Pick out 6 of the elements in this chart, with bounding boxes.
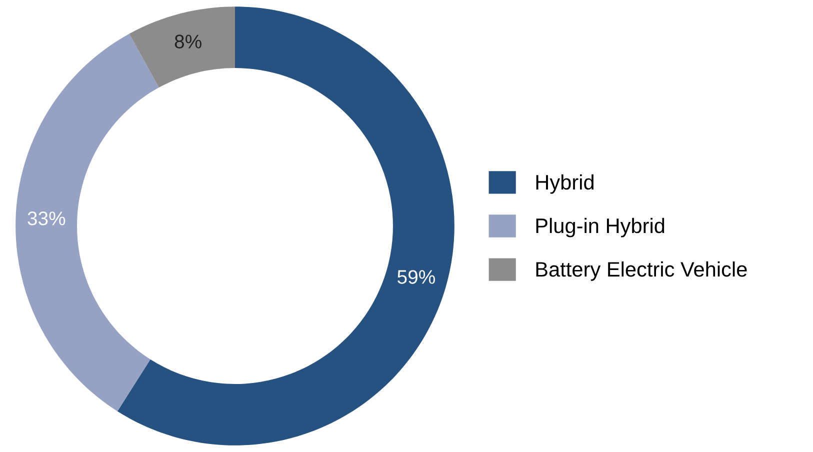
legend-label: Battery Electric Vehicle [536, 261, 747, 281]
data-label: 8% [174, 34, 202, 48]
legend-label: Plug-in Hybrid [536, 218, 664, 238]
data-label: 59% [398, 270, 435, 284]
data-label: 33% [28, 212, 66, 226]
legend-label: Hybrid [536, 174, 594, 194]
